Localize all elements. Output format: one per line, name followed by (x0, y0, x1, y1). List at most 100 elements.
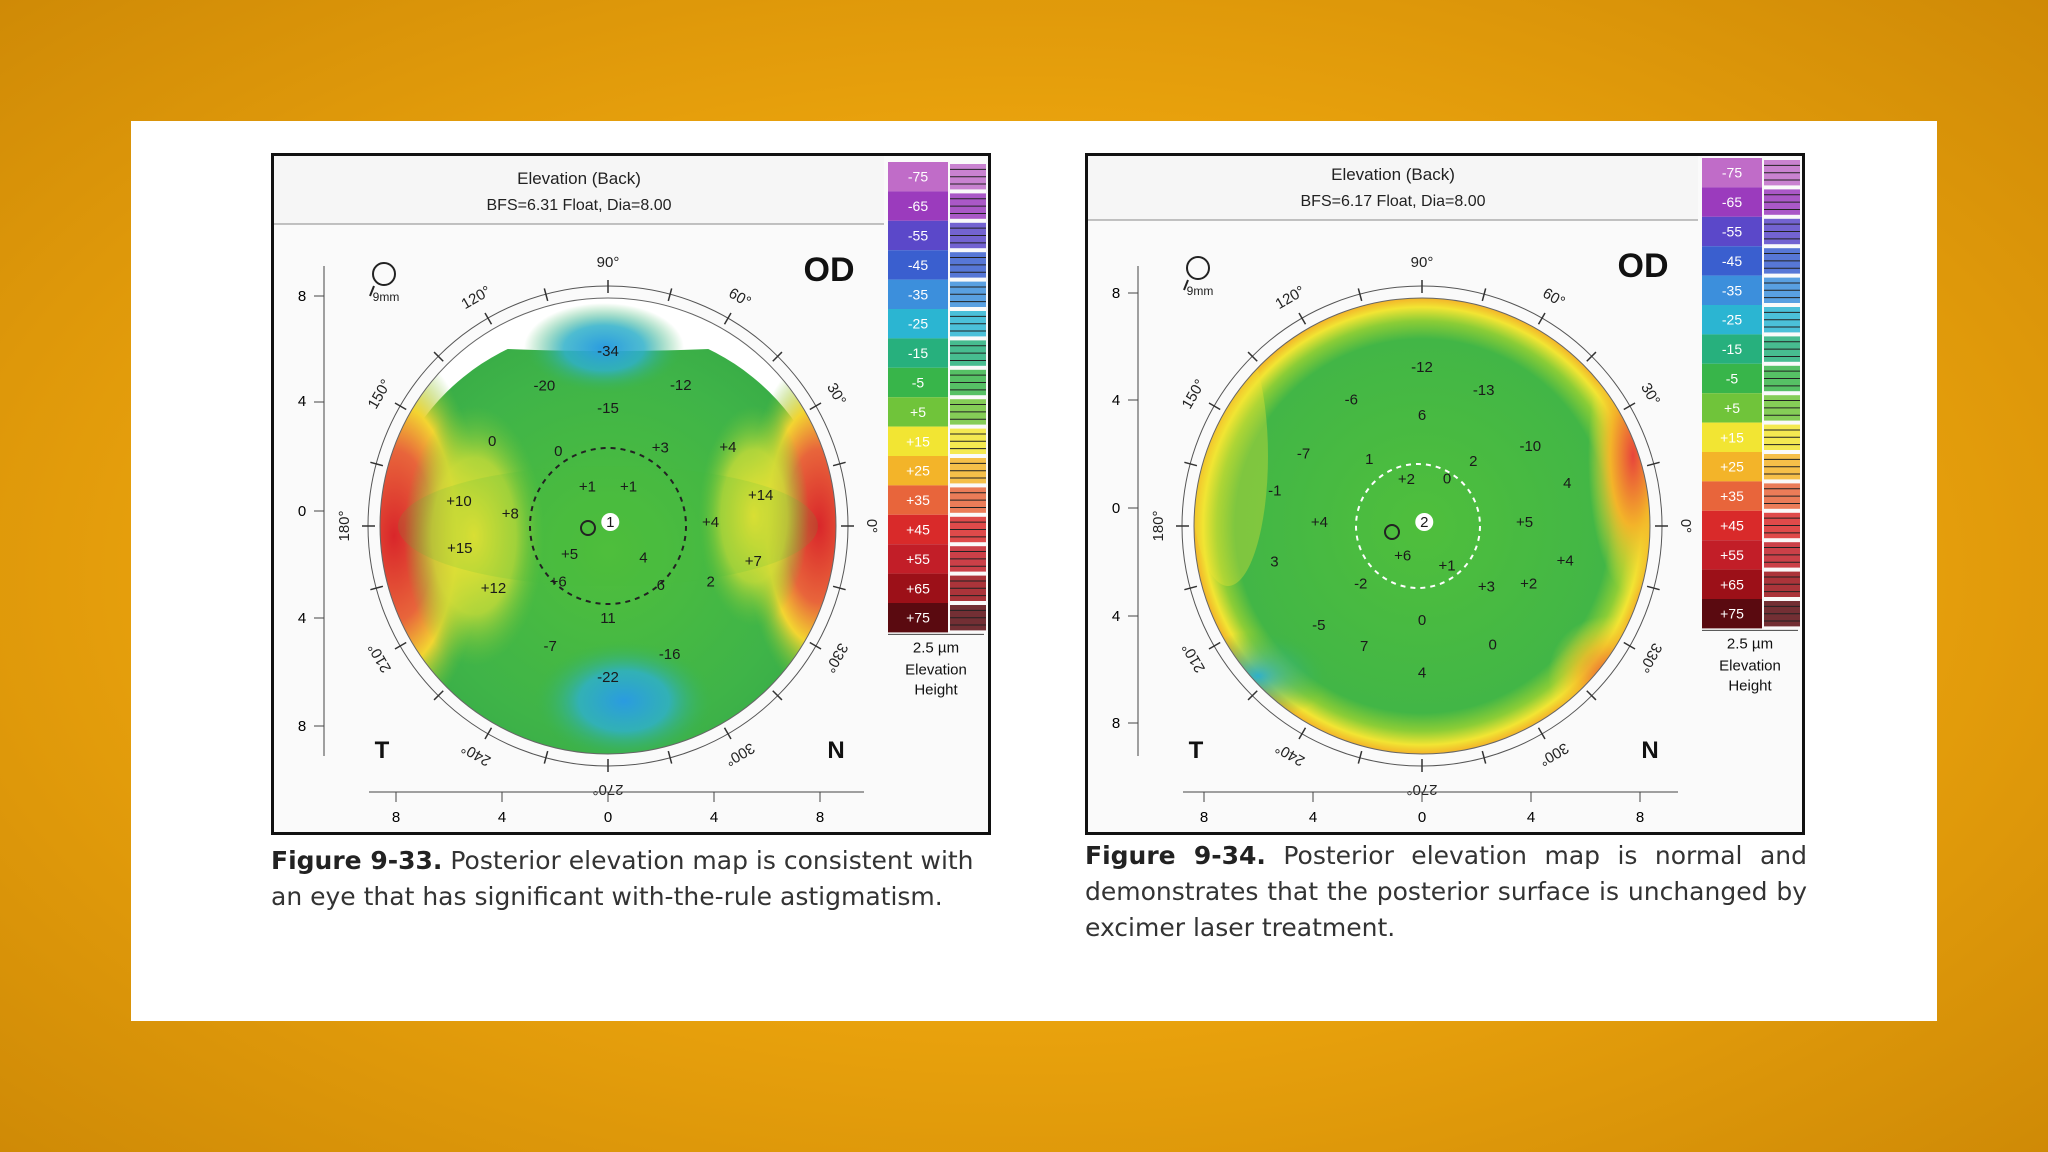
elevation-value: 1 (606, 514, 614, 531)
scale-label: -25 (908, 316, 928, 332)
elevation-value: +6 (1394, 548, 1411, 565)
angle-label: 90° (1411, 254, 1434, 271)
y-tick: 4 (1112, 608, 1120, 625)
elevation-value: 6 (1418, 407, 1426, 424)
scale-label: +55 (906, 551, 930, 567)
y-tick: 8 (1112, 715, 1120, 732)
elevation-value: +12 (481, 580, 506, 597)
scale-footer: Elevation (905, 661, 967, 678)
scale-swatch (1702, 569, 1762, 599)
scale-unit: 2.5 µm (913, 639, 959, 656)
caption-text: Posterior elevation map is normal and de… (1085, 841, 1807, 942)
scale-swatch (1702, 452, 1762, 482)
angle-tick (1247, 690, 1258, 701)
elevation-value: -13 (1473, 382, 1495, 399)
cornea-map (1193, 297, 1651, 755)
angle-tick (1646, 461, 1660, 467)
scale-swatch (1702, 510, 1762, 541)
scale-label: +65 (906, 580, 930, 596)
scale-label: -75 (1722, 165, 1742, 181)
scale-label: +75 (906, 610, 930, 626)
elevation-value: 3 (1270, 554, 1278, 571)
scale-footer: Height (1728, 677, 1772, 694)
elevation-value: -2 (1354, 575, 1367, 592)
angle-label: 300° (722, 739, 757, 769)
elevation-value: +1 (620, 478, 637, 495)
elevation-value: +10 (446, 493, 471, 510)
angle-tick (370, 585, 384, 591)
x-tick: 0 (1418, 809, 1426, 826)
scale-swatch (888, 603, 948, 633)
x-axis: 8 4 0 4 8 (1183, 791, 1678, 826)
elevation-value: -16 (659, 646, 681, 663)
scale-swatch (888, 426, 948, 456)
angle-label: 150° (1179, 377, 1209, 412)
scale-swatch (888, 367, 948, 398)
angle-label: 120° (1273, 283, 1308, 313)
scale-label: +35 (906, 492, 930, 508)
caption-label: Figure 9-34. (1085, 841, 1266, 870)
elevation-value: +14 (748, 487, 773, 504)
scale-swatch (888, 514, 948, 545)
scale-label: +65 (1720, 576, 1744, 592)
scale-label: -55 (908, 228, 928, 244)
angle-tick (394, 402, 407, 411)
apex-marker (1415, 513, 1434, 531)
angle-tick (1208, 402, 1221, 411)
angle-tick (1208, 641, 1221, 650)
angle-label: 210° (1179, 640, 1209, 675)
angle-label: 120° (459, 283, 494, 313)
elevation-value: -10 (1519, 438, 1541, 455)
scale-swatch (888, 191, 948, 221)
elevation-value: -7 (544, 638, 557, 655)
angle-label: 240° (459, 739, 494, 769)
angle-tick (433, 690, 444, 701)
angle-label: 330° (821, 640, 851, 675)
angle-label: 330° (1635, 640, 1665, 675)
x-tick: 4 (498, 809, 506, 826)
angle-tick (433, 351, 444, 362)
elevation-value: -5 (1312, 617, 1325, 634)
zoom-label: 9mm (373, 290, 400, 304)
scale-label: -35 (1722, 282, 1742, 298)
zoom-label: 9mm (1187, 284, 1214, 298)
angle-label: 270° (1406, 781, 1437, 798)
angle-label: 300° (1536, 739, 1571, 769)
scale-swatch (1702, 187, 1762, 217)
x-tick: 4 (1527, 809, 1535, 826)
x-tick: 8 (1636, 809, 1644, 826)
scale-swatch (1702, 599, 1762, 629)
scale-swatch (888, 279, 948, 309)
scale-swatch (1702, 334, 1762, 364)
y-tick: 0 (1112, 500, 1120, 517)
elevation-value: -6 (1345, 392, 1358, 409)
angle-tick (1357, 750, 1363, 764)
angle-tick (1184, 585, 1198, 591)
x-tick: 8 (392, 809, 400, 826)
elevation-value: +6 (550, 573, 567, 590)
angle-tick (772, 351, 783, 362)
elevation-value: -34 (597, 343, 619, 360)
zoom-icon[interactable]: 9mm (1183, 256, 1214, 298)
angle-tick (1623, 641, 1636, 650)
x-tick: 8 (1200, 809, 1208, 826)
elevation-value: 2 (1469, 453, 1477, 470)
zoom-icon[interactable]: 9mm (369, 262, 400, 304)
elevation-value: 4 (639, 549, 647, 566)
map-title: Elevation (Back) (517, 169, 641, 188)
angle-label: 0° (1677, 519, 1694, 533)
scale-swatch (888, 397, 948, 427)
elevation-value: +15 (447, 540, 472, 557)
scale-label: +5 (1724, 400, 1740, 416)
y-tick: 4 (1112, 392, 1120, 409)
scale-label: +35 (1720, 488, 1744, 504)
temporal-label: T (375, 737, 390, 764)
elevation-value: 2 (707, 573, 715, 590)
angle-tick (1481, 288, 1487, 302)
angle-tick (1298, 312, 1307, 325)
map-subtitle: BFS=6.31 Float, Dia=8.00 (487, 197, 672, 214)
scale-swatch (888, 573, 948, 603)
angle-tick (1481, 750, 1487, 764)
angle-tick (543, 750, 549, 764)
angle-tick (667, 288, 673, 302)
